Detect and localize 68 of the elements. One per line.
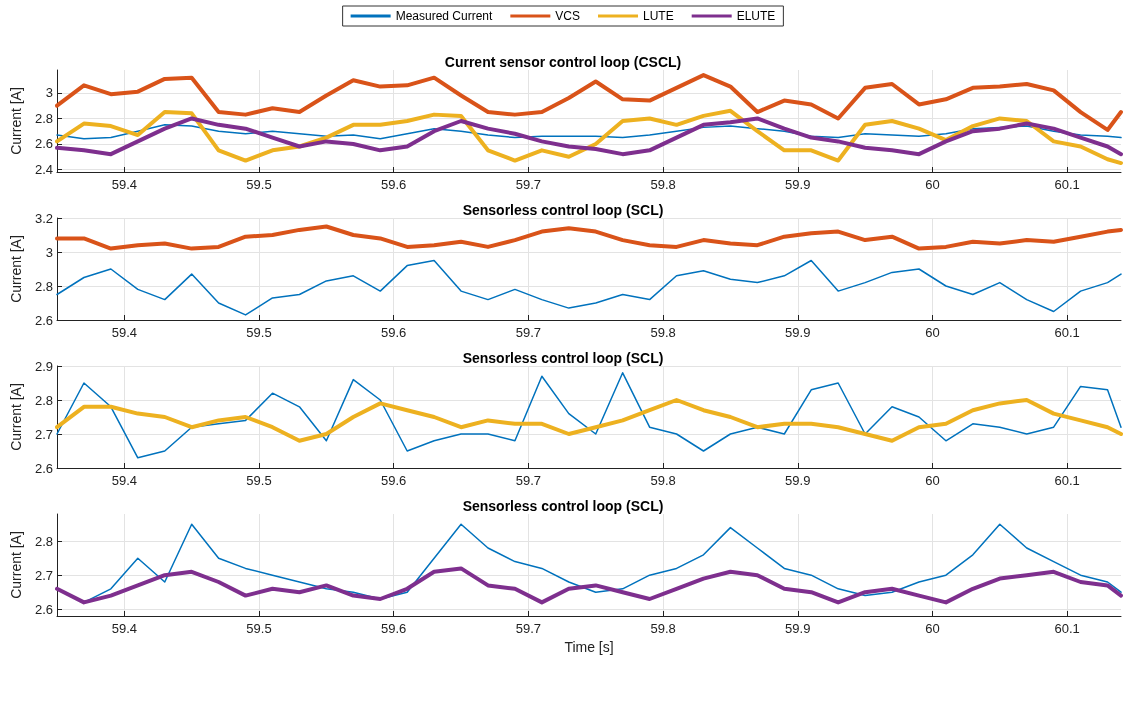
y-tick-label: 2.8	[34, 533, 53, 549]
legend-label: LUTE	[643, 9, 674, 23]
x-tick-label: 59.8	[650, 621, 676, 636]
x-tick-label: 59.5	[246, 177, 272, 192]
line-series	[55, 73, 1123, 132]
y-tick-label: 2.6	[34, 312, 53, 328]
x-tick-label: 59.4	[111, 621, 137, 636]
x-axis-title: Time [s]	[564, 639, 614, 655]
x-tick-label: 59.7	[515, 473, 542, 488]
x-tick-label: 59.7	[515, 621, 542, 636]
x-tick-label: 59.4	[111, 473, 137, 488]
y-tick-label: 2.6	[34, 601, 53, 617]
x-tick-label: 60.1	[1054, 621, 1080, 636]
x-tick-label: 59.9	[785, 325, 811, 340]
x-tick-label: 59.6	[381, 621, 407, 636]
y-tick-label: 3	[45, 244, 53, 260]
chart-title: Sensorless control loop (SCL)	[462, 202, 664, 218]
line-series	[55, 566, 1123, 605]
x-tick-label: 59.6	[381, 325, 407, 340]
y-tick-label: 2.6	[34, 460, 53, 476]
x-tick-label: 59.6	[381, 473, 407, 488]
y-tick-label: 2.9	[34, 358, 53, 374]
y-tick-label: 2.7	[34, 567, 53, 583]
x-tick-label: 59.5	[246, 621, 272, 636]
y-axis-title: Current [A]	[8, 235, 24, 303]
x-tick-label: 60.1	[1054, 473, 1080, 488]
chart-title: Sensorless control loop (SCL)	[462, 498, 664, 514]
x-tick-label: 59.5	[246, 325, 272, 340]
x-tick-label: 60.1	[1054, 177, 1080, 192]
y-axis-title: Current [A]	[8, 383, 24, 451]
y-tick-label: 2.4	[34, 161, 53, 177]
legend-label: Measured Current	[395, 9, 494, 23]
x-tick-label: 60	[925, 325, 940, 340]
x-tick-label: 59.9	[785, 473, 811, 488]
x-tick-label: 59.7	[515, 177, 542, 192]
x-tick-label: 59.9	[785, 621, 811, 636]
x-tick-label: 60	[925, 621, 940, 636]
x-tick-label: 59.8	[650, 325, 676, 340]
line-series	[56, 372, 1122, 459]
line-series	[55, 108, 1123, 166]
y-tick-label: 3.2	[34, 210, 53, 226]
x-tick-label: 59.7	[515, 325, 542, 340]
chart-title: Sensorless control loop (SCL)	[462, 350, 664, 366]
y-tick-label: 2.8	[34, 392, 53, 408]
y-tick-label: 2.8	[34, 110, 53, 126]
y-tick-label: 2.8	[34, 278, 53, 294]
legend-label: VCS	[555, 9, 581, 23]
x-tick-label: 60.1	[1054, 325, 1080, 340]
line-series	[55, 398, 1123, 443]
y-tick-label: 3	[45, 85, 53, 101]
x-tick-label: 59.4	[111, 325, 137, 340]
x-tick-label: 59.8	[650, 177, 676, 192]
x-tick-label: 59.9	[785, 177, 811, 192]
legend-label: ELUTE	[736, 9, 776, 23]
x-tick-label: 59.8	[650, 473, 676, 488]
chart-title: Current sensor control loop (CSCL)	[444, 54, 682, 70]
x-tick-label: 60	[925, 177, 940, 192]
y-axis-title: Current [A]	[8, 87, 24, 155]
x-tick-label: 59.5	[246, 473, 272, 488]
y-tick-label: 2.6	[34, 136, 53, 152]
line-series	[55, 116, 1123, 157]
x-tick-label: 59.4	[111, 177, 137, 192]
x-tick-label: 60	[925, 473, 940, 488]
y-tick-label: 2.7	[34, 426, 53, 442]
y-axis-title: Current [A]	[8, 531, 24, 599]
x-tick-label: 59.6	[381, 177, 407, 192]
line-series	[56, 259, 1122, 316]
line-series	[55, 224, 1123, 251]
